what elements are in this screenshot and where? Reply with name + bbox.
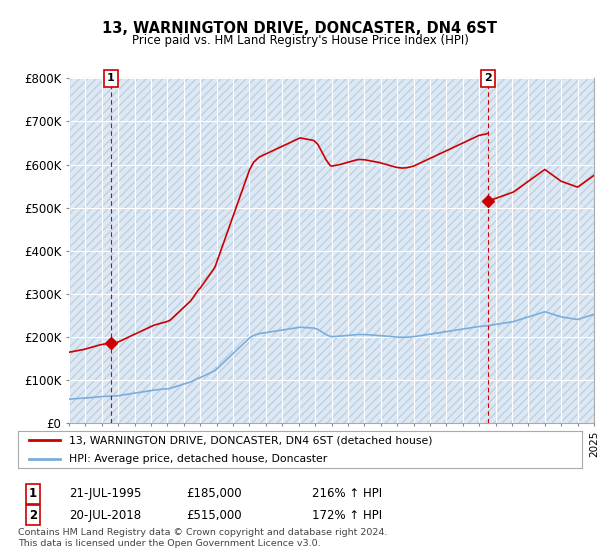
- Text: £185,000: £185,000: [186, 487, 242, 501]
- Text: 21-JUL-1995: 21-JUL-1995: [69, 487, 142, 501]
- Text: 1: 1: [29, 487, 37, 501]
- Text: HPI: Average price, detached house, Doncaster: HPI: Average price, detached house, Donc…: [69, 454, 327, 464]
- Text: 216% ↑ HPI: 216% ↑ HPI: [312, 487, 382, 501]
- Text: 2: 2: [484, 73, 492, 83]
- Text: 172% ↑ HPI: 172% ↑ HPI: [312, 508, 382, 522]
- Text: 13, WARNINGTON DRIVE, DONCASTER, DN4 6ST: 13, WARNINGTON DRIVE, DONCASTER, DN4 6ST: [103, 21, 497, 36]
- Text: Contains HM Land Registry data © Crown copyright and database right 2024.
This d: Contains HM Land Registry data © Crown c…: [18, 528, 388, 548]
- Text: £515,000: £515,000: [186, 508, 242, 522]
- Text: 20-JUL-2018: 20-JUL-2018: [69, 508, 141, 522]
- Text: 2: 2: [29, 508, 37, 522]
- Text: 13, WARNINGTON DRIVE, DONCASTER, DN4 6ST (detached house): 13, WARNINGTON DRIVE, DONCASTER, DN4 6ST…: [69, 435, 432, 445]
- Text: 1: 1: [107, 73, 115, 83]
- Text: Price paid vs. HM Land Registry's House Price Index (HPI): Price paid vs. HM Land Registry's House …: [131, 34, 469, 46]
